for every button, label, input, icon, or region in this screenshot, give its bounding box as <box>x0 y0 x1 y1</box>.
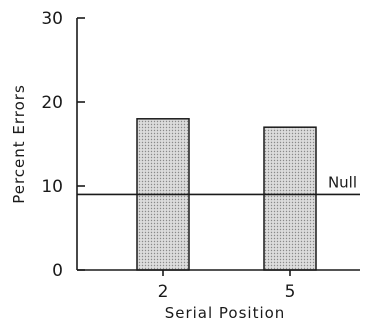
bar-serial-position-5 <box>263 126 317 271</box>
y-axis-title: Percent Errors <box>10 84 28 204</box>
y-tick-label: 0 <box>52 261 63 281</box>
x-tick-label: 2 <box>158 282 169 302</box>
null-reference-label: Null <box>328 173 357 191</box>
y-ticks: 0 10 20 30 <box>41 9 85 281</box>
y-tick-label: 30 <box>41 9 63 29</box>
y-tick-label: 10 <box>41 177 63 197</box>
y-tick-label: 20 <box>41 93 63 113</box>
x-axis-title: Serial Position <box>165 304 286 322</box>
x-tick-label: 5 <box>285 282 296 302</box>
